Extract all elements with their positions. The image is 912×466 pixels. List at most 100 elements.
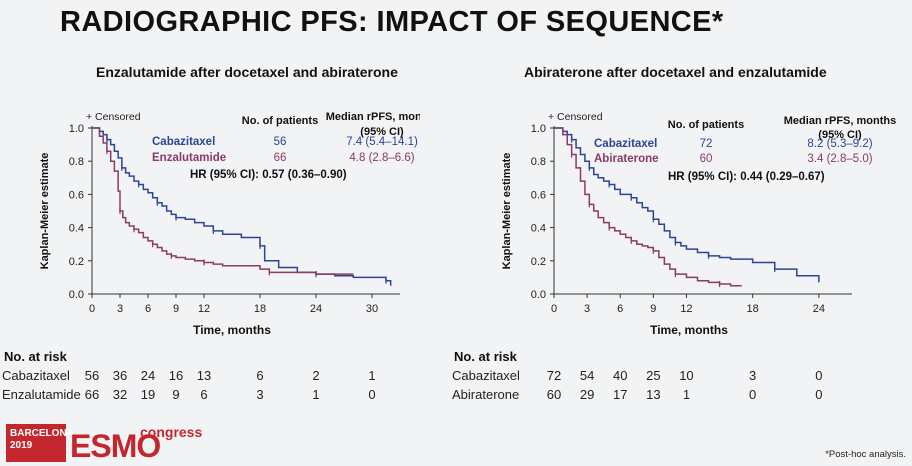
x-tick-label: 9 <box>650 303 656 315</box>
at-risk-value: 60 <box>546 387 562 402</box>
at-risk-value: 0 <box>749 387 757 402</box>
x-axis-label: Time, months <box>193 323 271 337</box>
x-tick-label: 12 <box>198 303 210 315</box>
at-risk-value: 1 <box>682 387 691 402</box>
header-ci: (95% CI) <box>818 129 862 141</box>
x-axis-label: Time, months <box>650 323 728 337</box>
x-tick-label: 24 <box>813 303 825 315</box>
logo-tag: congress <box>140 424 203 440</box>
logo-brand: ESMO <box>70 428 161 464</box>
y-tick-label: 0.8 <box>531 156 546 168</box>
at-risk-value: 1 <box>368 368 376 383</box>
slide-title: RADIOGRAPHIC PFS: IMPACT OF SEQUENCE* <box>60 6 724 38</box>
header-median: Median rPFS, months <box>326 111 420 123</box>
km-curve-cabazitaxel <box>554 127 820 283</box>
y-tick-label: 0.4 <box>69 223 84 235</box>
y-axis-label: Kaplan-Meier estimate <box>501 153 513 270</box>
hazard-ratio: HR (95% CI): 0.44 (0.29–0.67) <box>668 171 825 183</box>
x-tick-label: 12 <box>680 303 692 315</box>
at-risk-value: 3 <box>256 387 264 402</box>
legend-median: 3.4 (2.8–5.0) <box>807 153 872 165</box>
censored-label: + Censored <box>548 111 603 123</box>
hazard-ratio: HR (95% CI): 0.57 (0.36–0.90) <box>190 169 347 181</box>
legend-patients: 56 <box>274 136 287 148</box>
left-chart-title: Enzalutamide after docetaxel and abirate… <box>96 64 398 80</box>
at-risk-value: 13 <box>196 368 212 383</box>
x-tick-label: 0 <box>551 303 557 315</box>
y-tick-label: 1.0 <box>69 123 84 135</box>
at-risk-row-label: Cabazitaxel <box>452 368 520 383</box>
x-tick-label: 0 <box>89 303 95 315</box>
at-risk-value: 13 <box>646 387 661 402</box>
y-tick-label: 0.8 <box>69 156 84 168</box>
x-tick-label: 24 <box>310 303 322 315</box>
at-risk-value: 29 <box>579 387 595 402</box>
at-risk-value: 24 <box>140 368 156 383</box>
legend-name: Cabazitaxel <box>152 136 215 148</box>
header-patients: No. of patients <box>668 119 744 131</box>
at-risk-value: 32 <box>112 387 128 402</box>
km-curve-abiraterone <box>554 127 742 287</box>
y-tick-label: 0.2 <box>69 256 84 268</box>
logo-year: 2019 <box>10 440 33 451</box>
y-tick-label: 0.0 <box>531 289 546 301</box>
at-risk-value: 16 <box>168 368 184 383</box>
footnote: *Post-hoc analysis. <box>825 449 906 460</box>
at-risk-value: 6 <box>200 387 208 402</box>
at-risk-value: 3 <box>749 368 757 383</box>
censored-label: + Censored <box>86 111 141 123</box>
at-risk-value: 56 <box>84 368 100 383</box>
at-risk-value: 19 <box>140 387 156 402</box>
y-tick-label: 0.4 <box>531 223 546 235</box>
at-risk-value: 9 <box>172 387 180 402</box>
y-tick-label: 0.6 <box>69 189 84 201</box>
header-ci: (95% CI) <box>360 126 404 138</box>
at-risk-row-label: Enzalutamide <box>2 387 81 402</box>
x-tick-label: 3 <box>584 303 590 315</box>
x-tick-label: 6 <box>145 303 151 315</box>
x-tick-label: 18 <box>254 303 266 315</box>
km-curve-enzalutamide <box>92 127 354 275</box>
right-chart-title: Abiraterone after docetaxel and enzaluta… <box>524 64 827 80</box>
at-risk-row-label: Abiraterone <box>452 387 520 402</box>
at-risk-value: 36 <box>112 368 128 383</box>
legend-median: 7.4 (5.4–14.1) <box>346 136 418 148</box>
at-risk-value: 1 <box>312 387 320 402</box>
header-patients: No. of patients <box>242 115 318 127</box>
km-curve-cabazitaxel <box>92 127 392 286</box>
legend-patients: 72 <box>700 138 713 150</box>
at-risk-title: No. at risk <box>454 349 517 364</box>
legend-name: Cabazitaxel <box>594 138 657 150</box>
logo-city-badge: BARCELONA 2019 <box>6 424 74 462</box>
at-risk-value: 10 <box>679 368 694 383</box>
at-risk-row-label: Cabazitaxel <box>2 368 70 383</box>
at-risk-value: 6 <box>256 368 264 383</box>
at-risk-value: 0 <box>368 387 376 402</box>
legend-name: Abiraterone <box>594 153 659 165</box>
at-risk-value: 72 <box>546 368 562 383</box>
left-km-chart: 0.0 0.2 0.4 0.6 0.8 1.0 0 3 6 9 12 18 24 30 Time, mont… <box>39 111 420 337</box>
at-risk-value: 17 <box>612 387 628 402</box>
y-tick-label: 0.0 <box>69 289 84 301</box>
y-tick-label: 0.2 <box>531 256 546 268</box>
x-tick-label: 30 <box>366 303 378 315</box>
at-risk-value: 2 <box>312 368 320 383</box>
header-median: Median rPFS, months <box>784 115 896 127</box>
at-risk-value: 25 <box>646 368 661 383</box>
legend-median: 4.8 (2.8–6.6) <box>349 152 414 164</box>
legend-patients: 60 <box>700 153 713 165</box>
x-tick-label: 18 <box>747 303 759 315</box>
y-axis-label: Kaplan-Meier estimate <box>39 153 51 270</box>
x-tick-label: 3 <box>117 303 123 315</box>
at-risk-value: 54 <box>579 368 595 383</box>
at-risk-value: 0 <box>815 387 823 402</box>
at-risk-value: 0 <box>815 368 823 383</box>
x-tick-label: 6 <box>617 303 623 315</box>
at-risk-value: 66 <box>84 387 100 402</box>
at-risk-title: No. at risk <box>4 349 67 364</box>
at-risk-value: 40 <box>612 368 628 383</box>
legend-median: 8.2 (5.3–9.2) <box>807 138 872 150</box>
y-tick-label: 1.0 <box>531 123 546 135</box>
legend-patients: 66 <box>274 152 287 164</box>
y-tick-label: 0.6 <box>531 189 546 201</box>
